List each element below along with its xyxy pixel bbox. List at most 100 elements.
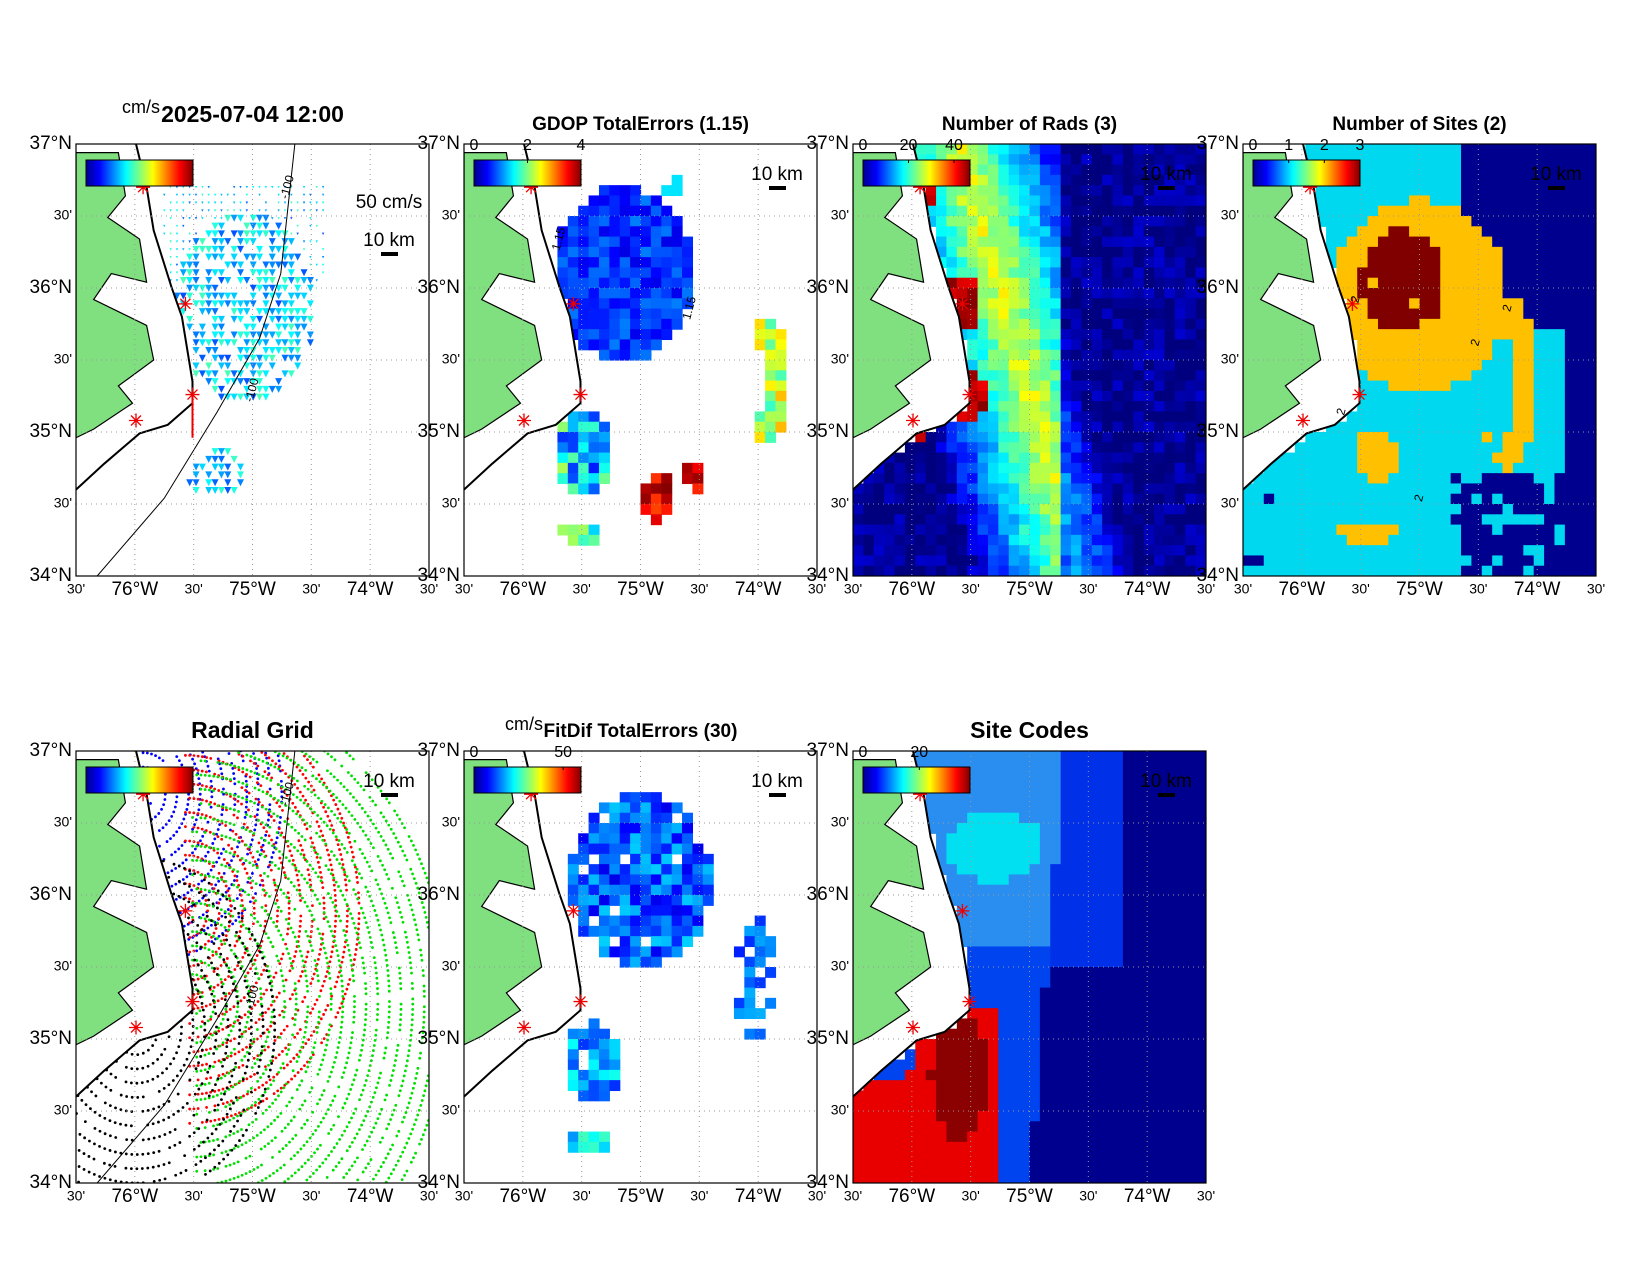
grid-cell bbox=[1512, 205, 1524, 217]
grid-cell bbox=[1409, 257, 1421, 269]
grid-cell bbox=[1315, 565, 1327, 576]
grid-cell bbox=[1091, 174, 1103, 186]
grid-cell bbox=[967, 462, 979, 474]
grid-cell bbox=[1039, 411, 1051, 423]
grid-cell bbox=[1461, 370, 1473, 382]
grid-cell bbox=[1357, 504, 1369, 515]
radial-grid-point bbox=[248, 830, 252, 833]
grid-cell bbox=[1533, 401, 1545, 413]
grid-cell bbox=[1112, 277, 1124, 289]
current-arrow bbox=[287, 315, 295, 323]
radial-grid-point bbox=[316, 1026, 320, 1029]
panel-title: 2025-07-04 12:00 bbox=[161, 101, 344, 127]
grid-cell bbox=[1367, 318, 1379, 330]
grid-cell bbox=[650, 277, 662, 289]
radial-grid-point bbox=[344, 878, 347, 882]
grid-cell bbox=[1091, 545, 1103, 557]
grid-cell bbox=[1523, 524, 1535, 536]
grid-cell bbox=[1419, 288, 1431, 299]
grid-cell bbox=[1357, 308, 1369, 320]
grid-cell bbox=[598, 195, 610, 207]
grid-cell bbox=[1185, 504, 1197, 515]
radial-grid-point bbox=[337, 1041, 341, 1044]
grid-cell bbox=[1102, 524, 1114, 536]
current-arrow bbox=[262, 354, 270, 362]
grid-cell bbox=[1346, 318, 1358, 330]
grid-cell bbox=[1564, 298, 1576, 310]
grid-cell bbox=[1377, 308, 1389, 320]
radial-grid-point bbox=[199, 1155, 203, 1159]
radial-grid-point bbox=[343, 945, 347, 949]
grid-cell bbox=[1284, 493, 1296, 505]
current-arrow bbox=[163, 209, 166, 212]
radial-grid-point bbox=[301, 896, 304, 900]
grid-cell bbox=[1409, 493, 1421, 505]
grid-cell bbox=[946, 216, 958, 227]
grid-cell bbox=[1039, 504, 1051, 515]
radial-grid-point bbox=[219, 1060, 223, 1064]
radial-grid-point bbox=[267, 841, 271, 845]
radial-grid-point bbox=[243, 1013, 247, 1017]
grid-cell bbox=[894, 555, 906, 567]
radial-grid-point bbox=[286, 932, 289, 936]
grid-cell bbox=[578, 257, 590, 269]
grid-cell bbox=[1533, 329, 1545, 341]
grid-cell bbox=[1102, 452, 1114, 464]
lat-tick-label: 30' bbox=[54, 351, 72, 367]
current-arrow bbox=[236, 277, 244, 285]
current-arrow bbox=[249, 230, 257, 238]
grid-cell bbox=[1398, 298, 1410, 310]
grid-cell bbox=[1143, 144, 1155, 155]
grid-cell bbox=[1471, 144, 1483, 155]
radial-grid-point bbox=[322, 917, 326, 921]
current-arrow bbox=[217, 245, 225, 253]
grid-cell bbox=[1122, 565, 1134, 576]
current-arrow bbox=[232, 209, 236, 212]
grid-cell bbox=[1195, 267, 1206, 279]
colorbar-tick-label: 40 bbox=[945, 137, 963, 154]
radial-grid-point bbox=[317, 1020, 320, 1024]
radial-grid-point bbox=[342, 950, 346, 954]
current-arrow bbox=[198, 331, 206, 339]
grid-cell bbox=[1481, 370, 1493, 382]
radial-grid-point bbox=[284, 876, 287, 879]
grid-cell bbox=[1195, 329, 1206, 341]
current-arrow bbox=[268, 261, 276, 269]
grid-cell bbox=[1143, 442, 1155, 454]
grid-cell bbox=[1143, 267, 1155, 279]
grid-cell bbox=[967, 504, 979, 515]
grid-cell bbox=[1564, 329, 1576, 341]
grid-cell bbox=[1409, 298, 1421, 310]
radial-grid-point bbox=[199, 1069, 203, 1073]
grid-cell bbox=[1112, 174, 1124, 186]
radial-grid-point bbox=[182, 924, 186, 928]
radial-grid-point bbox=[324, 1048, 327, 1052]
grid-cell bbox=[915, 144, 927, 155]
grid-cell bbox=[1398, 555, 1410, 567]
grid-cell bbox=[557, 452, 569, 464]
grid-cell bbox=[567, 257, 579, 269]
grid-cell bbox=[977, 257, 989, 269]
grid-cell bbox=[1429, 174, 1441, 186]
grid-cell bbox=[1243, 514, 1254, 526]
grid-cell bbox=[1471, 339, 1483, 351]
grid-cell bbox=[1315, 195, 1327, 207]
grid-cell bbox=[1492, 432, 1504, 443]
radial-grid-point bbox=[327, 971, 331, 975]
grid-cell bbox=[1440, 514, 1452, 526]
radial-grid-point bbox=[292, 1115, 296, 1119]
grid-cell bbox=[1409, 432, 1421, 443]
radial-grid-point bbox=[224, 1120, 228, 1124]
grid-cell bbox=[1502, 401, 1514, 413]
current-arrow bbox=[201, 201, 204, 204]
grid-cell bbox=[946, 432, 958, 443]
grid-cell bbox=[1440, 288, 1452, 299]
grid-cell bbox=[1195, 401, 1206, 413]
grid-cell bbox=[1450, 288, 1462, 299]
radial-grid-point bbox=[240, 1128, 243, 1131]
grid-cell bbox=[1564, 555, 1576, 567]
grid-cell bbox=[884, 493, 896, 505]
grid-cell bbox=[1305, 524, 1317, 536]
lon-tick-label: 30' bbox=[455, 581, 473, 597]
radial-grid-point bbox=[199, 1040, 203, 1044]
